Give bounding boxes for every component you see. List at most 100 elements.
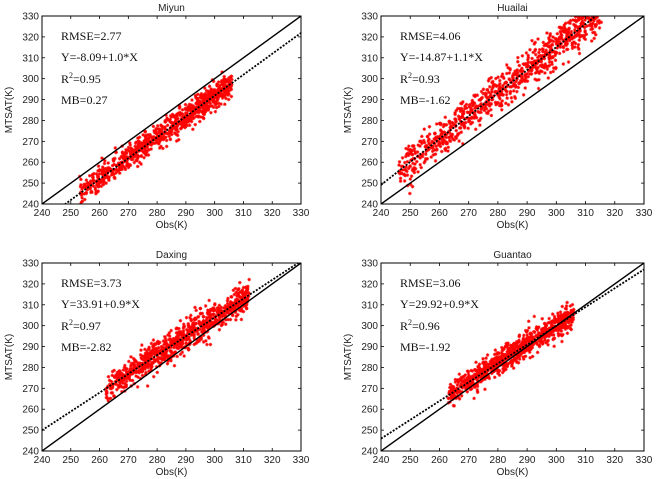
data-point <box>187 123 192 128</box>
data-point <box>536 65 540 70</box>
data-point <box>192 115 197 120</box>
data-point <box>580 19 585 23</box>
data-point <box>140 357 144 361</box>
data-point <box>492 83 497 88</box>
data-point <box>516 59 520 64</box>
data-point <box>454 108 459 113</box>
data-point <box>409 151 414 156</box>
data-point <box>530 354 535 359</box>
data-point <box>230 304 235 309</box>
data-point <box>129 146 133 151</box>
data-point <box>121 373 125 378</box>
data-point <box>178 331 182 336</box>
data-point <box>408 164 412 169</box>
data-point <box>552 314 557 319</box>
data-point <box>590 16 595 19</box>
data-point <box>517 338 521 343</box>
data-point <box>124 367 128 372</box>
data-point <box>485 353 490 357</box>
data-point <box>224 308 229 313</box>
x-tick-label: 260 <box>431 208 448 219</box>
data-point <box>160 124 165 129</box>
data-point <box>135 164 140 169</box>
data-point <box>169 350 174 355</box>
data-point <box>577 51 582 56</box>
x-tick-label: 260 <box>431 455 448 466</box>
data-point <box>524 341 528 346</box>
data-point <box>455 106 460 111</box>
data-point <box>196 314 201 319</box>
data-point <box>146 365 150 370</box>
data-point <box>534 66 539 71</box>
data-point <box>101 178 106 182</box>
data-point <box>96 169 100 173</box>
x-tick-label: 260 <box>91 455 108 466</box>
data-point <box>204 315 209 320</box>
data-point <box>595 6 599 10</box>
data-point <box>440 149 444 154</box>
data-point <box>126 375 131 379</box>
y-tick-label: 290 <box>361 342 378 353</box>
data-point <box>172 343 177 347</box>
data-point <box>157 349 161 353</box>
data-point <box>589 9 593 13</box>
data-point <box>205 342 209 347</box>
data-point <box>124 157 129 162</box>
data-point <box>469 122 473 126</box>
data-point <box>217 303 222 308</box>
data-point <box>222 80 227 84</box>
data-point <box>228 300 233 305</box>
data-point <box>145 355 150 360</box>
data-point <box>566 312 570 317</box>
data-point <box>204 318 209 323</box>
data-point <box>463 384 468 388</box>
data-point <box>233 300 237 304</box>
data-point <box>483 376 488 380</box>
data-point <box>461 100 465 104</box>
data-point <box>557 39 562 44</box>
data-point <box>124 163 129 168</box>
data-point <box>479 367 483 372</box>
data-point <box>547 60 552 64</box>
data-point <box>548 320 552 325</box>
data-point <box>128 378 132 383</box>
data-point <box>473 127 478 132</box>
data-point <box>488 361 493 366</box>
data-point <box>548 70 553 75</box>
data-point <box>478 102 483 107</box>
data-point <box>553 36 558 41</box>
data-point <box>530 345 534 350</box>
data-point <box>192 336 197 341</box>
data-point <box>174 331 179 335</box>
data-point <box>480 378 485 382</box>
data-point <box>500 92 504 97</box>
data-point <box>554 37 559 41</box>
data-point <box>483 101 487 106</box>
data-point <box>466 372 471 377</box>
data-point <box>473 106 477 110</box>
data-point <box>164 138 169 143</box>
data-point <box>170 127 174 132</box>
data-point <box>572 40 576 44</box>
data-point <box>191 330 196 334</box>
data-point <box>466 369 471 374</box>
y-tick-label: 300 <box>361 74 378 85</box>
data-point <box>544 48 548 53</box>
data-point <box>594 1 598 5</box>
data-point <box>513 69 517 74</box>
data-point <box>216 88 220 93</box>
data-point <box>520 54 525 58</box>
data-point <box>165 117 170 122</box>
data-point <box>200 327 205 332</box>
data-point <box>105 394 109 399</box>
data-point <box>87 173 92 178</box>
data-point <box>211 105 216 110</box>
data-point <box>220 70 224 74</box>
data-point <box>146 347 150 352</box>
data-point <box>422 140 427 145</box>
data-point <box>159 124 164 128</box>
data-point <box>553 50 558 55</box>
data-point <box>193 326 197 331</box>
data-point <box>408 147 413 152</box>
data-point <box>563 43 568 47</box>
